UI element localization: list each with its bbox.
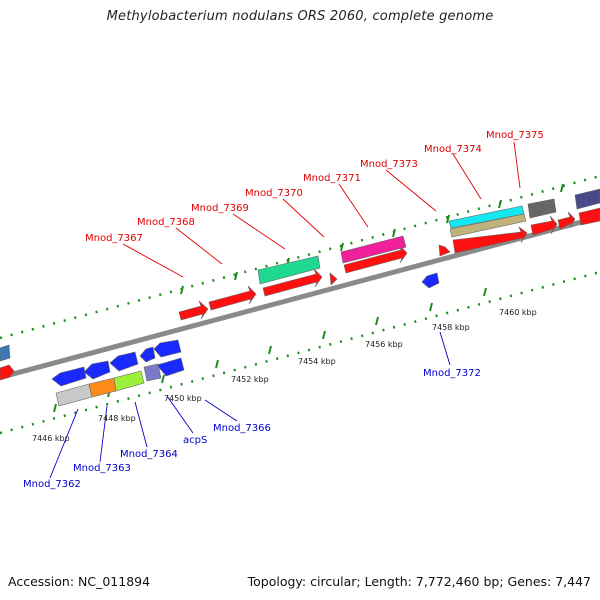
map-title: Methylobacterium nodulans ORS 2060, comp… — [106, 9, 494, 24]
gene-arrow — [421, 272, 440, 289]
gene-arrow — [83, 360, 111, 380]
scale-label: 7460 kbp — [499, 308, 537, 317]
gene-label: Mnod_7368 — [137, 217, 195, 228]
gene-label: Mnod_7367 — [85, 233, 143, 244]
gene-arrow — [452, 226, 528, 254]
gene-label: Mnod_7374 — [424, 144, 482, 155]
upper-gene-labels: Mnod_7367 Mnod_7368 Mnod_7369 Mnod_7370 … — [85, 130, 544, 244]
gene-label: Mnod_7375 — [486, 130, 544, 141]
gene-arrow — [438, 244, 451, 257]
topology-text: Topology: circular; Length: 7,772,460 bp… — [247, 574, 591, 589]
scale-label: 7446 kbp — [32, 434, 70, 443]
gene-label: Mnod_7362 — [23, 479, 81, 490]
feature-box — [88, 377, 117, 398]
feature-box — [55, 383, 93, 407]
gene-arrow — [557, 211, 576, 230]
gene-label: acpS — [183, 435, 207, 446]
gene-arrows — [0, 188, 600, 407]
accession-text: Accession: NC_011894 — [8, 574, 151, 589]
feature-box — [340, 235, 407, 264]
gene-label: Mnod_7370 — [245, 188, 303, 199]
genome-backbone — [0, 214, 600, 380]
gene-label: Mnod_7372 — [423, 368, 481, 379]
leader-lines — [49, 141, 521, 479]
lower-tick-track — [0, 270, 600, 435]
scale-label: 7452 kbp — [231, 375, 269, 384]
feature-box — [113, 370, 145, 392]
scale-label: 7454 kbp — [298, 357, 336, 366]
gene-arrow — [530, 215, 558, 236]
scale-label: 7456 kbp — [365, 340, 403, 349]
gene-label: Mnod_7364 — [120, 449, 178, 460]
gene-arrow — [139, 346, 156, 363]
scale-label: 7450 kbp — [164, 394, 202, 403]
gene-label: Mnod_7366 — [213, 423, 271, 434]
gene-arrow — [156, 357, 185, 377]
gene-arrow — [109, 351, 139, 372]
gene-label: Mnod_7363 — [73, 463, 131, 474]
gene-arrow — [329, 272, 338, 286]
gene-arrow — [343, 244, 408, 274]
gene-label: Mnod_7373 — [360, 159, 418, 170]
gene-label: Mnod_7369 — [191, 203, 249, 214]
feature-box — [574, 188, 600, 210]
scale-labels: 7446 kbp 7448 kbp 7450 kbp 7452 kbp 7454… — [32, 308, 537, 443]
gene-arrow — [578, 207, 600, 226]
feature-box — [257, 255, 321, 285]
scale-label: 7458 kbp — [432, 323, 470, 332]
gene-label: Mnod_7371 — [303, 173, 361, 184]
gene-arrow — [208, 285, 257, 311]
feature-box — [527, 198, 557, 219]
feature-box — [143, 363, 162, 382]
gene-arrow — [178, 300, 209, 321]
gene-arrow — [153, 339, 182, 358]
gene-arrow — [262, 268, 323, 297]
gene-arrow — [51, 366, 87, 387]
feature-box — [449, 213, 527, 238]
gene-arrow — [0, 364, 15, 381]
gene-arrow — [0, 344, 11, 362]
lower-gene-labels: Mnod_7362 Mnod_7363 Mnod_7364 acpS Mnod_… — [23, 368, 481, 490]
scale-label: 7448 kbp — [98, 414, 136, 423]
